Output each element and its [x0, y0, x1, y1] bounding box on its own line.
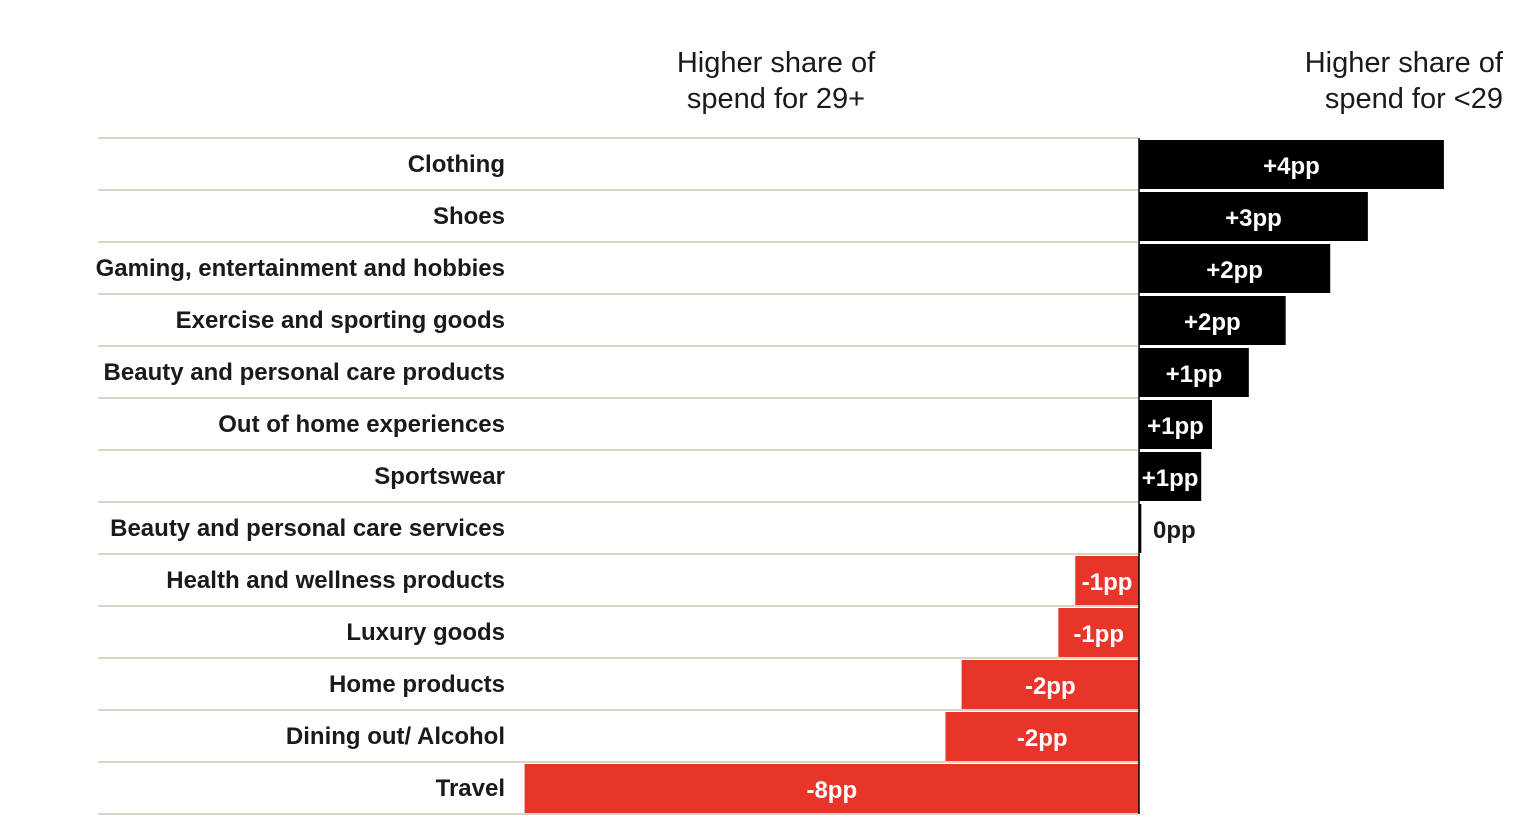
- category-label: Home products: [329, 671, 505, 698]
- header-left-line-1: Higher share of: [677, 47, 876, 79]
- bar: [1139, 504, 1142, 553]
- value-label: +2pp: [1184, 309, 1241, 336]
- value-label: 0pp: [1153, 517, 1196, 544]
- category-label: Travel: [436, 775, 505, 802]
- gridlines: [98, 137, 1139, 815]
- category-label: Sportswear: [374, 463, 505, 490]
- category-label: Dining out/ Alcohol: [286, 723, 505, 750]
- category-label: Out of home experiences: [218, 411, 505, 438]
- bar: [1139, 452, 1202, 501]
- value-label: +1pp: [1147, 413, 1204, 440]
- category-label: Beauty and personal care products: [104, 359, 505, 386]
- value-label: +2pp: [1206, 257, 1263, 284]
- value-label: -1pp: [1082, 569, 1133, 596]
- value-label: +1pp: [1142, 465, 1199, 492]
- bar: [1058, 608, 1139, 657]
- value-label: -1pp: [1073, 621, 1124, 648]
- header-left-line-2: spend for 29+: [687, 83, 865, 115]
- category-label: Beauty and personal care services: [110, 515, 505, 542]
- bars: [524, 140, 1444, 813]
- bar: [1139, 296, 1286, 345]
- bar: [945, 712, 1139, 761]
- category-labels: Clothing Shoes Gaming, entertainment and h…: [96, 151, 505, 802]
- bar: [1075, 556, 1139, 605]
- category-label: Exercise and sporting goods: [176, 307, 505, 334]
- value-labels: +4pp +3pp +2pp +2pp +1pp +1pp +1pp 0pp -1pp -1pp -…: [806, 153, 1319, 804]
- header-right-line-2: spend for <29: [1325, 83, 1503, 115]
- bar: [1139, 348, 1249, 397]
- category-label: Clothing: [408, 151, 505, 178]
- header-right-line-1: Higher share of: [1305, 47, 1504, 79]
- bar: [524, 764, 1139, 813]
- value-label: -8pp: [806, 777, 857, 804]
- category-label: Gaming, entertainment and hobbies: [96, 255, 505, 282]
- value-label: -2pp: [1017, 725, 1068, 752]
- bar: [1139, 244, 1331, 293]
- value-label: +1pp: [1166, 361, 1223, 388]
- bar: [961, 660, 1139, 709]
- category-label: Health and wellness products: [166, 567, 505, 594]
- category-label: Shoes: [433, 203, 505, 230]
- chart-headers: Higher share of spend for 29+ Higher sha…: [677, 47, 1504, 115]
- bar: [1139, 192, 1368, 241]
- bar: [1139, 140, 1444, 189]
- bar: [1139, 400, 1212, 449]
- category-label: Luxury goods: [346, 619, 505, 646]
- value-label: +3pp: [1225, 205, 1282, 232]
- value-label: -2pp: [1025, 673, 1076, 700]
- value-label: +4pp: [1263, 153, 1320, 180]
